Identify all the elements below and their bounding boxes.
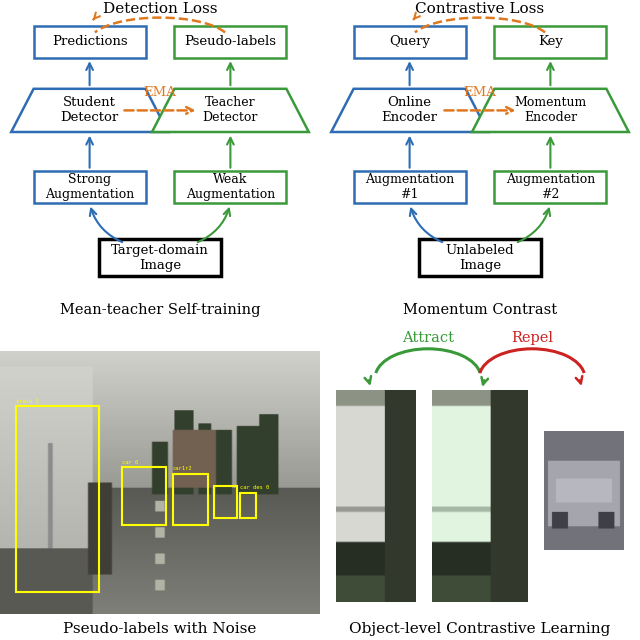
Text: Momentum
Encoder: Momentum Encoder: [515, 97, 586, 124]
Text: Weak
Augmentation: Weak Augmentation: [186, 173, 275, 201]
Text: Strong
Augmentation: Strong Augmentation: [45, 173, 134, 201]
FancyBboxPatch shape: [354, 26, 466, 58]
Text: Teacher
Detector: Teacher Detector: [203, 97, 258, 124]
Text: Mean-teacher Self-training: Mean-teacher Self-training: [60, 303, 260, 317]
FancyBboxPatch shape: [33, 171, 146, 203]
FancyBboxPatch shape: [419, 239, 541, 276]
Text: Unlabeled
Image: Unlabeled Image: [445, 244, 515, 271]
FancyBboxPatch shape: [99, 239, 221, 276]
Polygon shape: [11, 89, 168, 132]
Text: Detection Loss: Detection Loss: [103, 2, 217, 16]
FancyBboxPatch shape: [494, 171, 607, 203]
Text: Attract: Attract: [402, 332, 454, 346]
Text: EMA: EMA: [143, 86, 177, 99]
Text: Predictions: Predictions: [52, 35, 127, 48]
Text: Student
Detector: Student Detector: [60, 97, 119, 124]
Text: Object-level Contrastive Learning: Object-level Contrastive Learning: [349, 622, 611, 636]
Text: car1r2: car1r2: [173, 466, 192, 471]
FancyBboxPatch shape: [174, 171, 287, 203]
FancyBboxPatch shape: [174, 26, 287, 58]
Text: train 3: train 3: [16, 399, 39, 404]
Text: Key: Key: [538, 35, 563, 48]
FancyBboxPatch shape: [354, 171, 466, 203]
Text: Augmentation
#1: Augmentation #1: [365, 173, 454, 201]
Text: Pseudo-labels: Pseudo-labels: [184, 35, 276, 48]
Text: EMA: EMA: [463, 86, 497, 99]
FancyBboxPatch shape: [33, 26, 146, 58]
Text: Repel: Repel: [511, 332, 553, 346]
Polygon shape: [152, 89, 308, 132]
Text: Online
Encoder: Online Encoder: [381, 97, 438, 124]
Text: Target-domain
Image: Target-domain Image: [111, 244, 209, 271]
FancyBboxPatch shape: [494, 26, 607, 58]
Text: car 0: car 0: [122, 460, 138, 465]
Text: Momentum Contrast: Momentum Contrast: [403, 303, 557, 317]
Polygon shape: [332, 89, 488, 132]
Text: Contrastive Loss: Contrastive Loss: [415, 2, 545, 16]
Polygon shape: [472, 89, 628, 132]
Text: car des 0: car des 0: [240, 485, 269, 490]
Text: Pseudo-labels with Noise: Pseudo-labels with Noise: [63, 622, 257, 636]
Text: Query: Query: [389, 35, 430, 48]
Text: Augmentation
#2: Augmentation #2: [506, 173, 595, 201]
